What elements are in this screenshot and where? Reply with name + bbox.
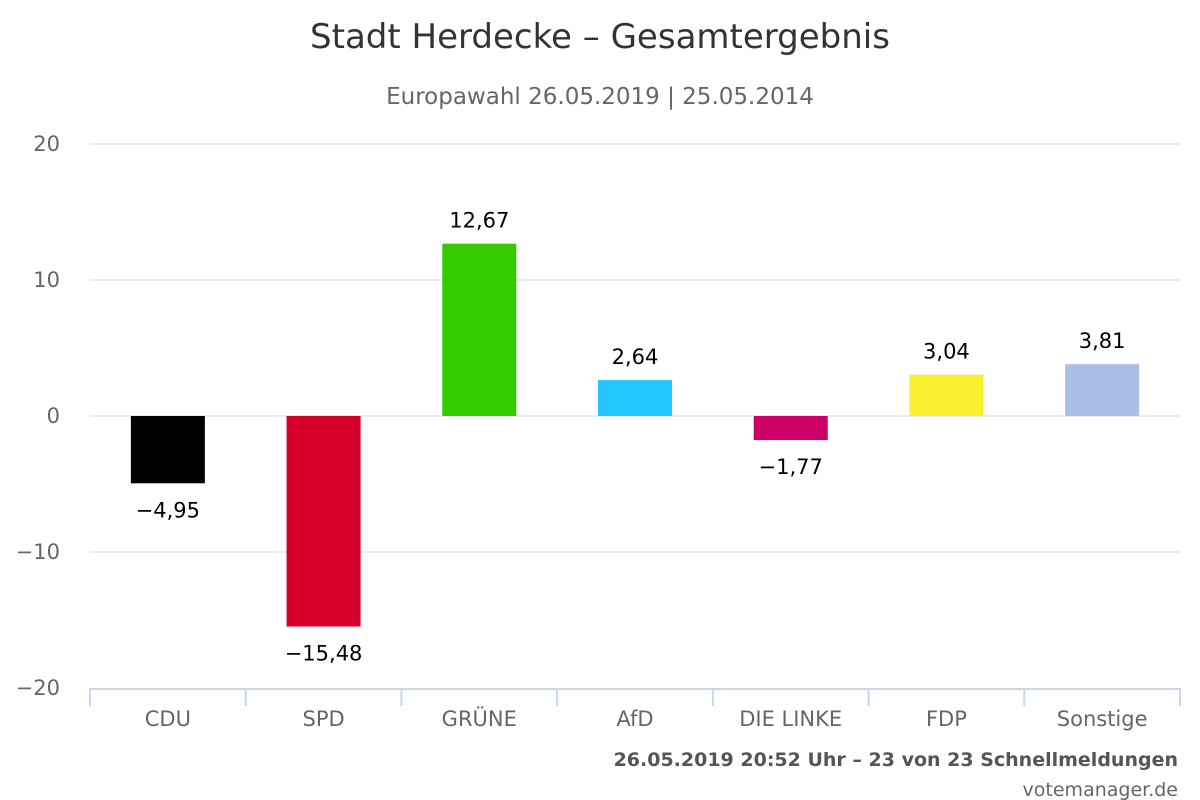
chart-subtitle: Europawahl 26.05.2019 | 25.05.2014 bbox=[386, 84, 814, 110]
data-labels: −4,95 −15,48 12,67 2,64 −1,77 3,04 3,81 bbox=[136, 209, 1126, 666]
y-tick-label: −10 bbox=[16, 540, 60, 564]
bar-die-linke[interactable] bbox=[753, 416, 828, 441]
y-tick-label: 0 bbox=[47, 404, 60, 428]
x-tick-label: GRÜNE bbox=[442, 706, 517, 731]
bar-spd[interactable] bbox=[286, 416, 361, 627]
bar-sonstige[interactable] bbox=[1065, 364, 1140, 416]
data-label: 12,67 bbox=[449, 209, 509, 233]
y-tick-label: −20 bbox=[16, 676, 60, 700]
x-tick-label: SPD bbox=[302, 707, 344, 731]
data-label: 2,64 bbox=[612, 345, 659, 369]
bar-afd[interactable] bbox=[598, 380, 672, 416]
bar-cdu[interactable] bbox=[130, 416, 205, 484]
x-tick-label: CDU bbox=[145, 707, 191, 731]
data-label: −1,77 bbox=[759, 455, 823, 479]
data-label: 3,04 bbox=[923, 340, 970, 364]
data-label: 3,81 bbox=[1079, 329, 1126, 353]
source-credit[interactable]: votemanager.de bbox=[1023, 779, 1178, 800]
x-tick-label: DIE LINKE bbox=[739, 707, 842, 731]
y-tick-label: 20 bbox=[33, 132, 60, 156]
bars bbox=[130, 243, 1140, 627]
x-tick-label: FDP bbox=[926, 707, 967, 731]
status-credit: 26.05.2019 20:52 Uhr – 23 von 23 Schnell… bbox=[614, 749, 1178, 771]
data-label: −4,95 bbox=[136, 498, 200, 522]
x-tick-label: Sonstige bbox=[1057, 707, 1148, 731]
y-tick-label: 10 bbox=[33, 268, 60, 292]
x-axis: CDU SPD GRÜNE AfD DIE LINKE FDP Sonstige bbox=[89, 688, 1181, 731]
chart-title: Stadt Herdecke – Gesamtergebnis bbox=[310, 17, 890, 57]
x-tick-label: AfD bbox=[616, 707, 653, 731]
bar-grüne[interactable] bbox=[442, 243, 517, 416]
data-label: −15,48 bbox=[285, 642, 363, 666]
y-axis: 20 10 0 −10 −20 bbox=[16, 132, 60, 700]
bar-fdp[interactable] bbox=[909, 374, 984, 416]
